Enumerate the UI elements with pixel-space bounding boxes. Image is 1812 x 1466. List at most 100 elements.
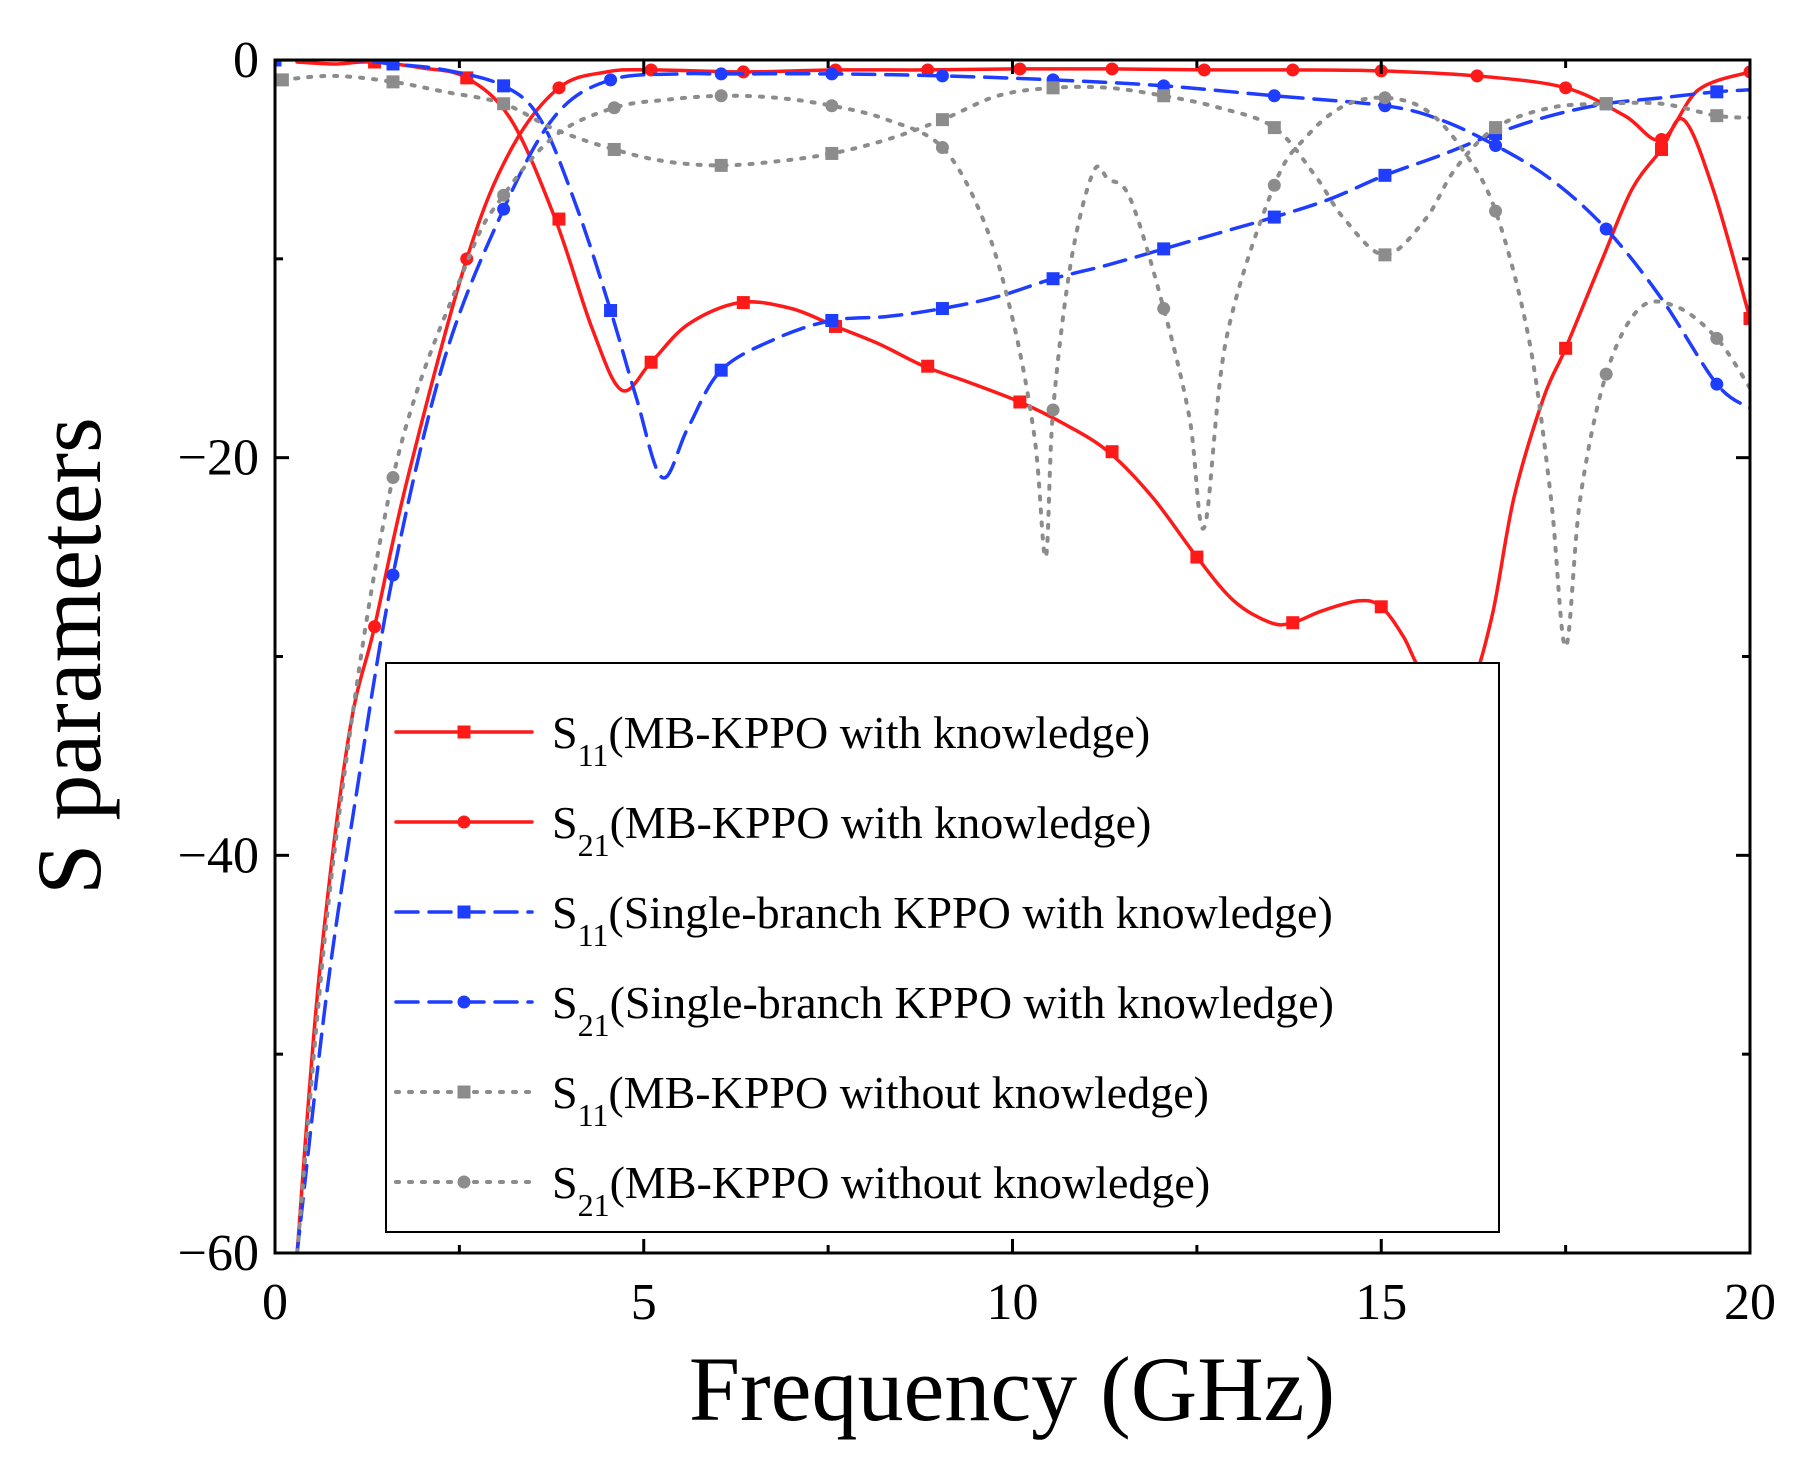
legend-item: S21(MB-KPPO without knowledge) (394, 1157, 1210, 1223)
series-3-point (1046, 272, 1060, 286)
series-2-point (1743, 65, 1750, 79)
series-6-point (1046, 403, 1060, 417)
y-tick-label: −60 (178, 1225, 259, 1282)
legend-marker (457, 815, 471, 829)
y-tick-label: −20 (178, 430, 259, 487)
series-1-point (1559, 341, 1573, 355)
legend-item: S21(Single-branch KPPO with knowledge) (394, 977, 1334, 1043)
series-4-point (714, 67, 728, 81)
series-5-point (1710, 109, 1724, 123)
series-1-point (736, 296, 750, 310)
legend-marker (457, 1175, 471, 1189)
series-6-point (1378, 91, 1392, 105)
series-1-point (1374, 600, 1388, 614)
axis-ticks: 0 5 10 15 20 0 −20 −40 −60 (178, 32, 1776, 1331)
legend: S11(MB-KPPO with knowledge) S21(MB-KPPO w… (385, 662, 1500, 1233)
series-4-point (604, 73, 618, 87)
series-5-point (1378, 248, 1392, 262)
legend-marker (457, 905, 471, 919)
series-4-point (1489, 138, 1503, 152)
series-1-point (552, 212, 566, 226)
series-3-point (275, 60, 282, 67)
series-4-point (497, 202, 511, 216)
legend-label: S11(MB-KPPO without knowledge) (552, 1067, 1209, 1133)
series-3-line (275, 60, 1750, 480)
series-5-point (1489, 121, 1503, 135)
legend-item: S21(MB-KPPO with knowledge) (394, 797, 1151, 863)
y-tick-label: 0 (233, 32, 259, 89)
series-5-point (386, 75, 400, 89)
legend-label: S11(Single-branch KPPO with knowledge) (552, 887, 1333, 953)
legend-marker (457, 725, 471, 739)
series-4-point (1599, 222, 1613, 236)
legend-label: S21(MB-KPPO with knowledge) (552, 797, 1151, 863)
series-6 (295, 89, 1750, 1253)
series-3-point (386, 60, 400, 71)
legend-item: S11(Single-branch KPPO with knowledge) (394, 887, 1333, 953)
series-5-point (825, 146, 839, 160)
legend-marker (457, 995, 471, 1009)
series-2-point (1286, 63, 1300, 77)
series-6-point (1267, 178, 1281, 192)
series-3-point (497, 79, 511, 93)
series-5-point (1267, 121, 1281, 135)
legend-item: S11(MB-KPPO with knowledge) (394, 707, 1150, 773)
series-2-point (1105, 62, 1119, 76)
series-4-point (1267, 89, 1281, 103)
series-5-point (275, 73, 289, 87)
series-3-point (935, 302, 949, 316)
series-6-line (295, 93, 1750, 1253)
series-layer (275, 60, 1750, 1253)
series-5-point (607, 142, 621, 156)
series-6-point (607, 101, 621, 115)
series-2 (295, 62, 1750, 1253)
series-5-point (1599, 97, 1613, 111)
series-3-point (714, 363, 728, 377)
x-tick-label: 5 (631, 1274, 657, 1331)
series-2-point (1559, 81, 1573, 95)
legend-label: S21(Single-branch KPPO with knowledge) (552, 977, 1334, 1043)
series-3-point (1710, 85, 1724, 99)
legend-label: S21(MB-KPPO without knowledge) (552, 1157, 1210, 1223)
series-4-point (935, 69, 949, 83)
series-1-point (368, 60, 382, 69)
series-5-point (497, 97, 511, 111)
legend-box (385, 662, 1500, 1233)
series-3-point (1157, 242, 1171, 256)
series-1-point (921, 359, 935, 373)
series-2-point (1470, 69, 1484, 83)
series-1-point (1286, 616, 1300, 630)
series-6-point (1599, 367, 1613, 381)
series-3-point (1267, 210, 1281, 224)
series-2-point (1013, 62, 1027, 76)
series-6-point (825, 99, 839, 113)
series-2-point (368, 620, 382, 634)
y-tick-label: −40 (178, 827, 259, 884)
series-1-point (1105, 445, 1119, 459)
legend-marker (457, 1085, 471, 1099)
x-tick-label: 0 (262, 1274, 288, 1331)
series-2-point (736, 65, 750, 79)
series-5-point (1046, 81, 1060, 95)
y-axis-title: S parameters (18, 417, 120, 895)
series-1-point (1743, 311, 1750, 325)
series-3-point (1378, 168, 1392, 182)
series-4-point (386, 568, 400, 582)
x-tick-label: 15 (1355, 1274, 1407, 1331)
series-3-point (604, 304, 618, 318)
series-1-point (460, 71, 474, 85)
series-5-line (280, 73, 1750, 257)
series-2-point (921, 63, 935, 77)
series-4-point (1157, 79, 1171, 93)
x-tick-label: 10 (987, 1274, 1039, 1331)
series-5-point (1157, 89, 1171, 103)
series-6-point (497, 188, 511, 202)
series-6-point (386, 471, 400, 485)
series-4-point (1710, 377, 1724, 391)
legend-item: S11(MB-KPPO without knowledge) (394, 1067, 1209, 1133)
series-3-point (825, 313, 839, 327)
series-4-point (825, 67, 839, 81)
series-1-point (1013, 395, 1027, 409)
series-6-point (935, 140, 949, 154)
